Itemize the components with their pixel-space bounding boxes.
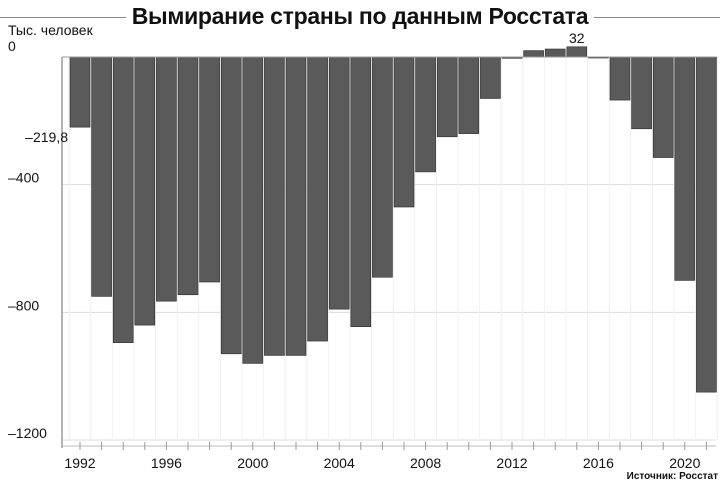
bar [242, 56, 264, 364]
bar [631, 56, 652, 130]
x-tick-label: 1992 [64, 455, 95, 471]
x-tick-label: 2020 [669, 455, 700, 471]
bar [69, 56, 91, 128]
x-tick-label: 2008 [410, 455, 441, 471]
y-tick-label: –1200 [8, 425, 47, 441]
y-tick-label: –800 [8, 297, 39, 313]
bar [436, 56, 458, 138]
bar [393, 56, 415, 208]
bar [220, 56, 242, 355]
data-label: 32 [569, 30, 585, 46]
bar [458, 56, 480, 134]
bar [415, 56, 436, 173]
y-tick-label: –400 [8, 170, 39, 186]
bar [328, 56, 350, 310]
bar [156, 56, 177, 302]
bar [112, 56, 134, 343]
bar [199, 56, 220, 283]
chart-title: Вымирание страны по данным Росстата [0, 3, 720, 30]
bar [307, 56, 328, 342]
bar [350, 56, 372, 327]
chart-title-text: Вымирание страны по данным Росстата [125, 3, 595, 29]
bar [177, 56, 199, 296]
bar [544, 48, 566, 58]
x-tick-label: 2012 [496, 455, 527, 471]
bar [372, 56, 393, 278]
data-label: –219,8 [25, 129, 68, 145]
bar [609, 56, 631, 101]
bar [91, 56, 112, 297]
bar [674, 56, 696, 281]
bar [652, 56, 674, 158]
bar [566, 46, 588, 58]
bar [523, 50, 544, 58]
x-tick-label: 1996 [151, 455, 182, 471]
bar [134, 56, 156, 326]
x-tick-label: 2004 [324, 455, 355, 471]
x-tick-label: 2000 [237, 455, 268, 471]
bar [264, 56, 285, 356]
y-axis-unit-label: Тыс. человек [8, 22, 93, 38]
bar [696, 56, 717, 393]
x-tick-label: 2016 [583, 455, 614, 471]
bar [480, 56, 501, 99]
bar [285, 56, 307, 356]
y-tick-label: 0 [8, 38, 16, 54]
source-label: Источник: Росстат [626, 471, 718, 482]
